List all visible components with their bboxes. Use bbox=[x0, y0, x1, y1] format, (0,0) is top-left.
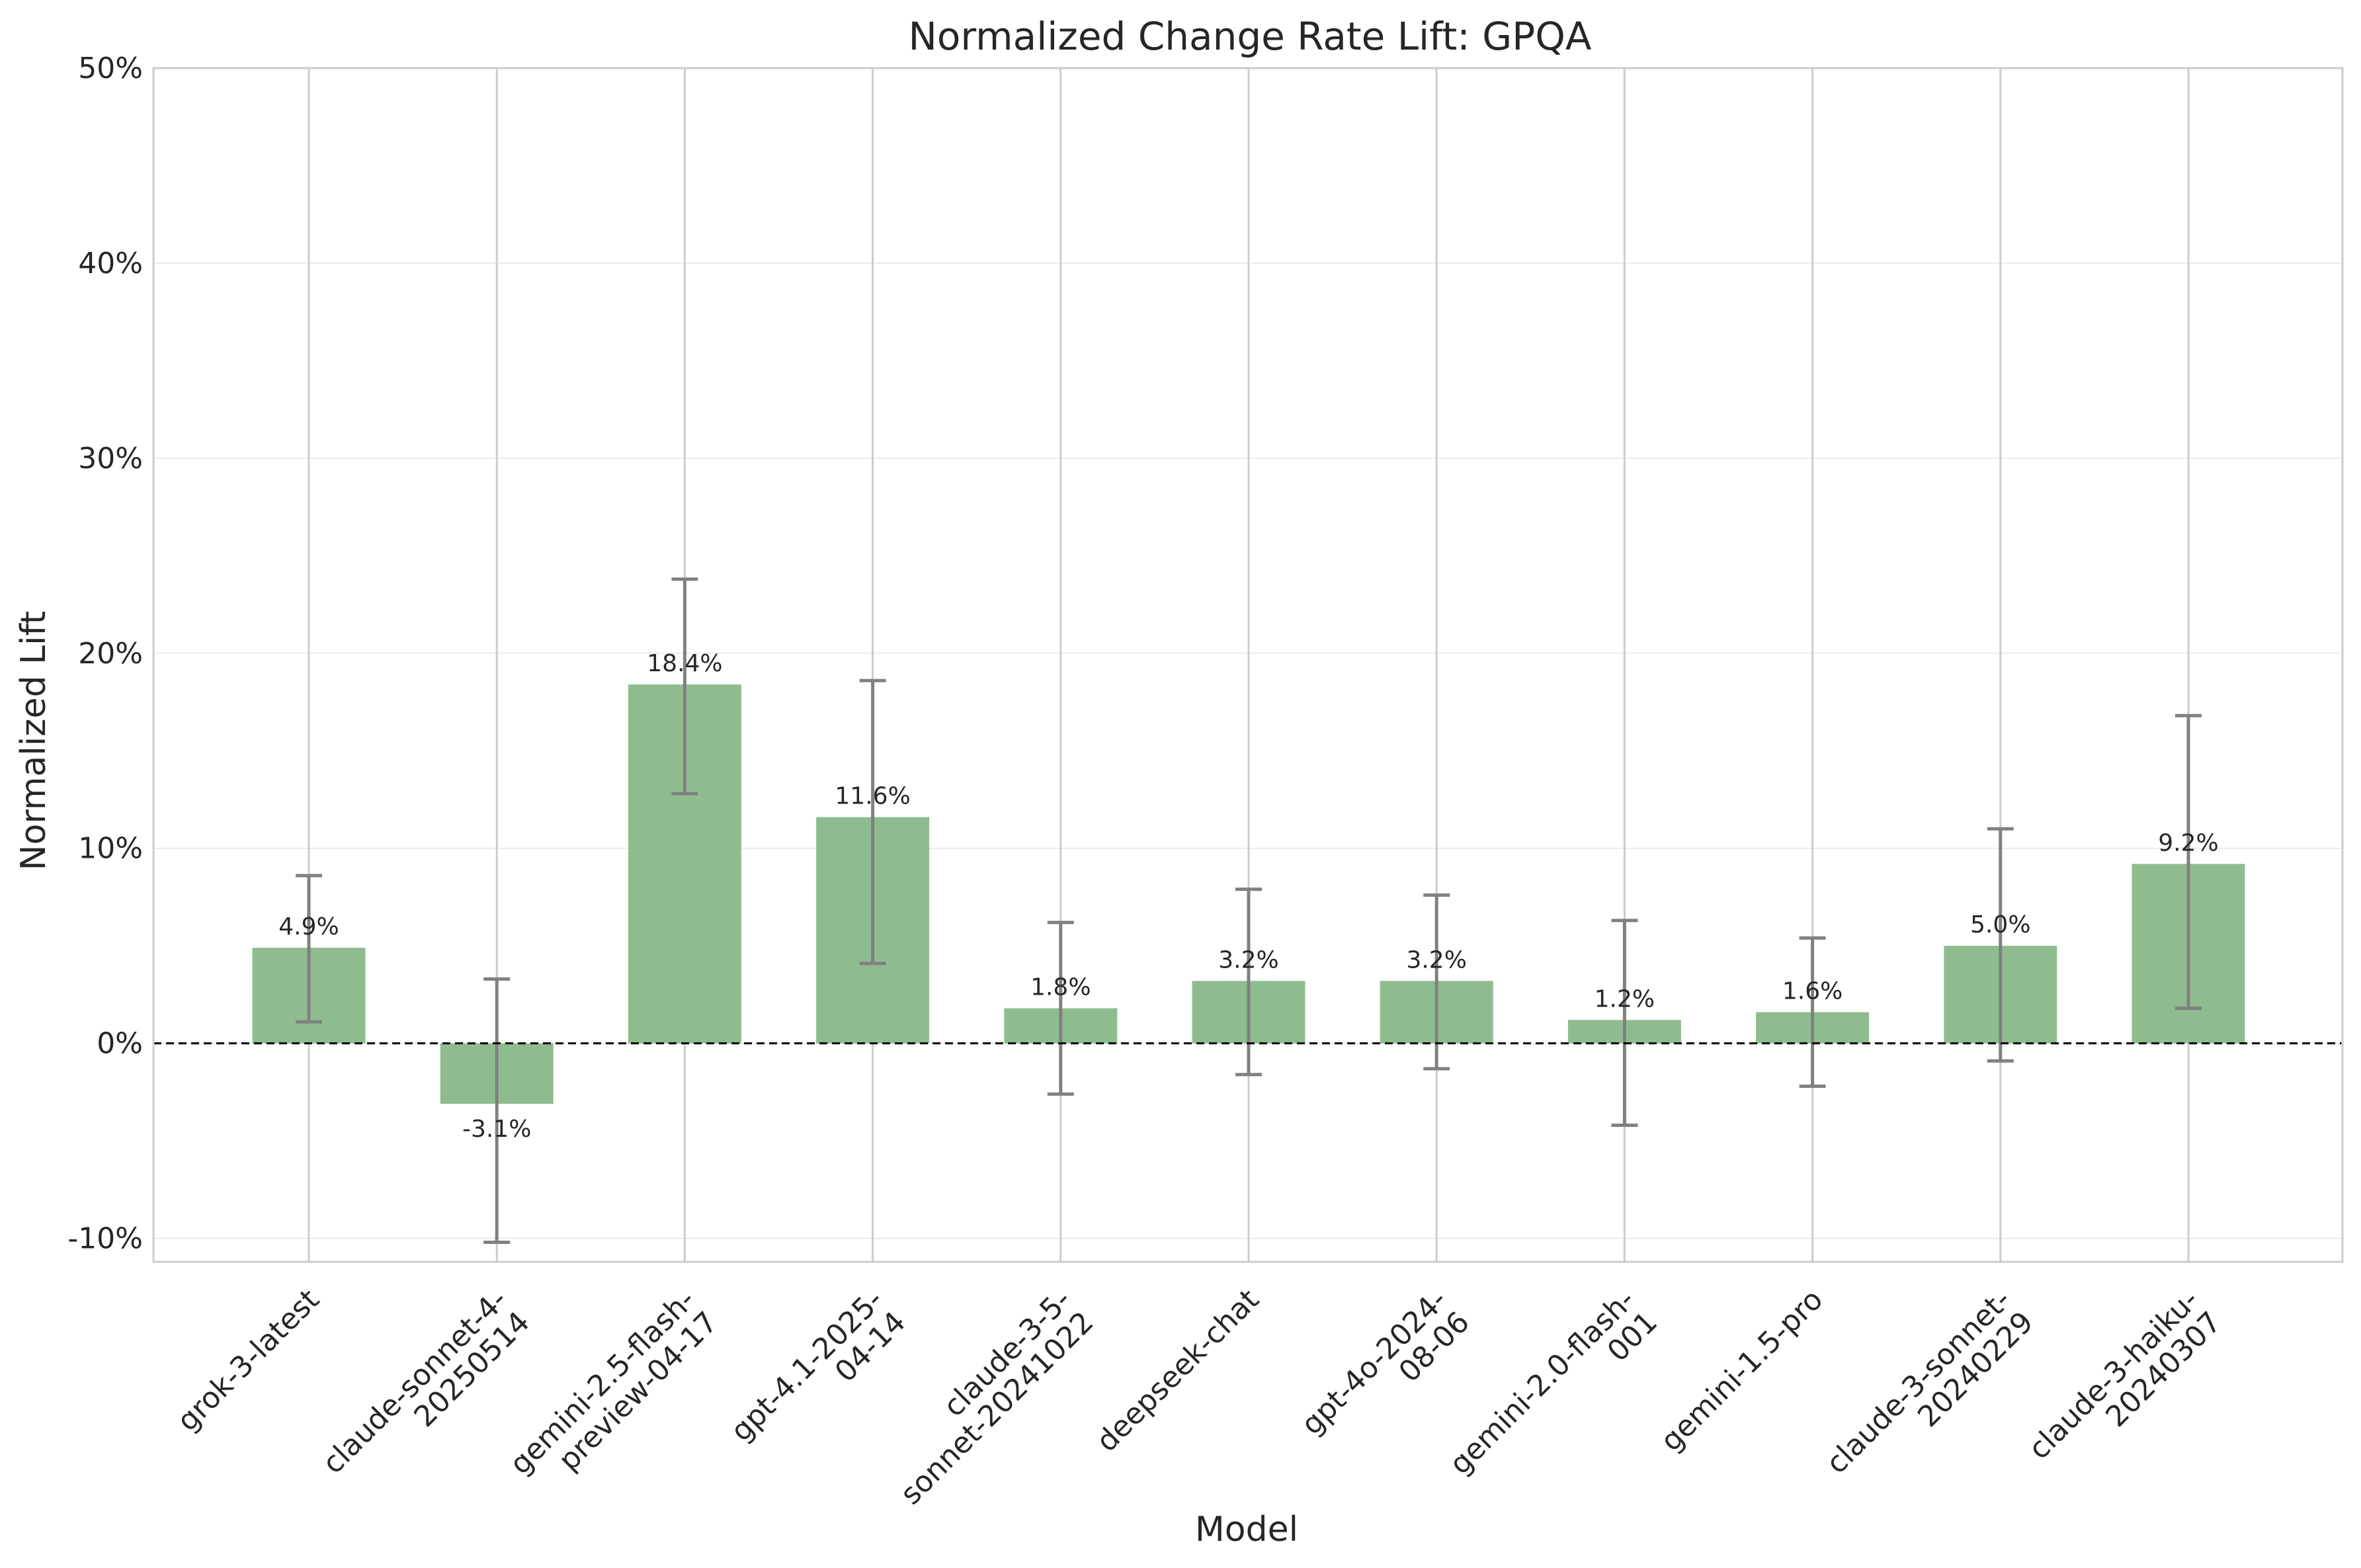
data-label: 1.2% bbox=[1595, 985, 1655, 1012]
y-tick-label: 30% bbox=[78, 442, 143, 475]
y-tick-label: 20% bbox=[78, 637, 143, 671]
y-tick-label: 0% bbox=[97, 1027, 143, 1061]
plot-frame bbox=[152, 67, 2344, 1263]
y-tick-label: 50% bbox=[78, 52, 143, 85]
data-label: 4.9% bbox=[278, 913, 339, 940]
data-label: 5.0% bbox=[1970, 911, 2030, 938]
x-axis-label: Model bbox=[1195, 1510, 1298, 1549]
error-bars bbox=[296, 577, 2202, 1245]
data-label: -3.1% bbox=[462, 1116, 531, 1143]
data-label: 1.8% bbox=[1030, 974, 1091, 1001]
data-label: 1.6% bbox=[1782, 977, 1843, 1005]
data-labels: 4.9% -3.1% 18.4% 11.6% 1.8% 3.2% 3.2% 1.2% 1.6% 5… bbox=[278, 650, 2218, 1143]
data-label: 3.2% bbox=[1406, 946, 1466, 973]
data-label: 3.2% bbox=[1218, 946, 1278, 973]
y-axis-label: Normalized Lift bbox=[14, 611, 54, 871]
y-tick-label: -10% bbox=[67, 1222, 143, 1256]
y-tick-label: 40% bbox=[78, 247, 143, 280]
y-tick-label: 10% bbox=[78, 832, 143, 866]
data-label: 11.6% bbox=[835, 783, 910, 810]
chart-title: Normalized Change Rate Lift: GPQA bbox=[908, 14, 1591, 59]
data-label: 18.4% bbox=[647, 650, 722, 677]
data-label: 9.2% bbox=[2158, 829, 2218, 856]
